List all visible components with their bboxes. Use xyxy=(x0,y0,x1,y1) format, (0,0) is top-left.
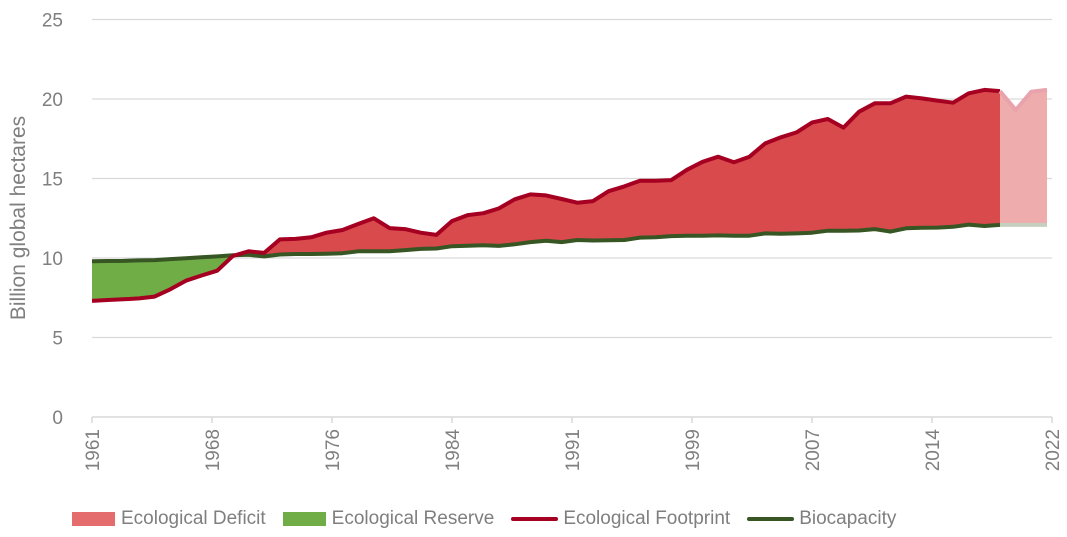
y-tick-label: 15 xyxy=(42,170,63,191)
legend-swatch-deficit xyxy=(72,512,115,526)
legend: Ecological Deficit Ecological Reserve Ec… xyxy=(72,506,913,532)
legend-item-biocapacity[interactable]: Biocapacity xyxy=(747,508,896,530)
x-tick-label: 1984 xyxy=(443,429,464,472)
legend-item-ecological-deficit[interactable]: Ecological Deficit xyxy=(72,508,266,530)
legend-label: Biocapacity xyxy=(799,508,897,529)
x-tick-label: 2014 xyxy=(923,429,944,472)
x-axis: 1961 1968 1976 1984 1991 1999 2007 2014 2022 xyxy=(83,416,1064,472)
y-tick-label: 20 xyxy=(42,90,63,111)
ecological-deficit-projection-area xyxy=(1000,89,1047,225)
x-tick-label: 2022 xyxy=(1043,429,1064,471)
y-tick-label: 10 xyxy=(42,249,63,270)
chart: 1961 1968 1976 1984 1991 1999 2007 2014 2022 0 5 1… xyxy=(7,11,1064,472)
legend-label: Ecological Reserve xyxy=(331,508,495,529)
legend-label: Ecological Footprint xyxy=(563,508,731,529)
ecological-deficit-area xyxy=(235,89,1001,257)
y-tick-label: 0 xyxy=(52,408,63,429)
ecological-reserve-area xyxy=(92,255,236,301)
legend-item-ecological-footprint[interactable]: Ecological Footprint xyxy=(511,508,730,530)
x-tick-label: 1968 xyxy=(203,429,224,471)
y-axis: 0 5 10 15 20 25 xyxy=(42,11,63,430)
x-tick-label: 1991 xyxy=(563,429,584,471)
x-tick-label: 1999 xyxy=(683,429,704,471)
legend-item-ecological-reserve[interactable]: Ecological Reserve xyxy=(282,508,495,530)
legend-label: Ecological Deficit xyxy=(121,508,266,529)
ecological-footprint-projection-line xyxy=(998,87,1048,112)
gridlines xyxy=(92,18,1052,339)
legend-swatch-biocapacity xyxy=(747,517,795,521)
x-tick-label: 2007 xyxy=(803,429,824,471)
y-tick-label: 25 xyxy=(42,11,63,32)
ecological-footprint-line xyxy=(91,87,1001,303)
y-tick-label: 5 xyxy=(52,329,63,350)
y-axis-title: Billion global hectares xyxy=(7,116,30,320)
area-fills xyxy=(92,89,1047,301)
x-tick-label: 1961 xyxy=(83,429,104,471)
biocapacity-line xyxy=(91,222,1001,264)
legend-swatch-footprint xyxy=(511,517,559,521)
series-lines xyxy=(91,87,1048,303)
x-tick-label: 1976 xyxy=(323,429,344,471)
legend-swatch-reserve xyxy=(282,512,326,526)
